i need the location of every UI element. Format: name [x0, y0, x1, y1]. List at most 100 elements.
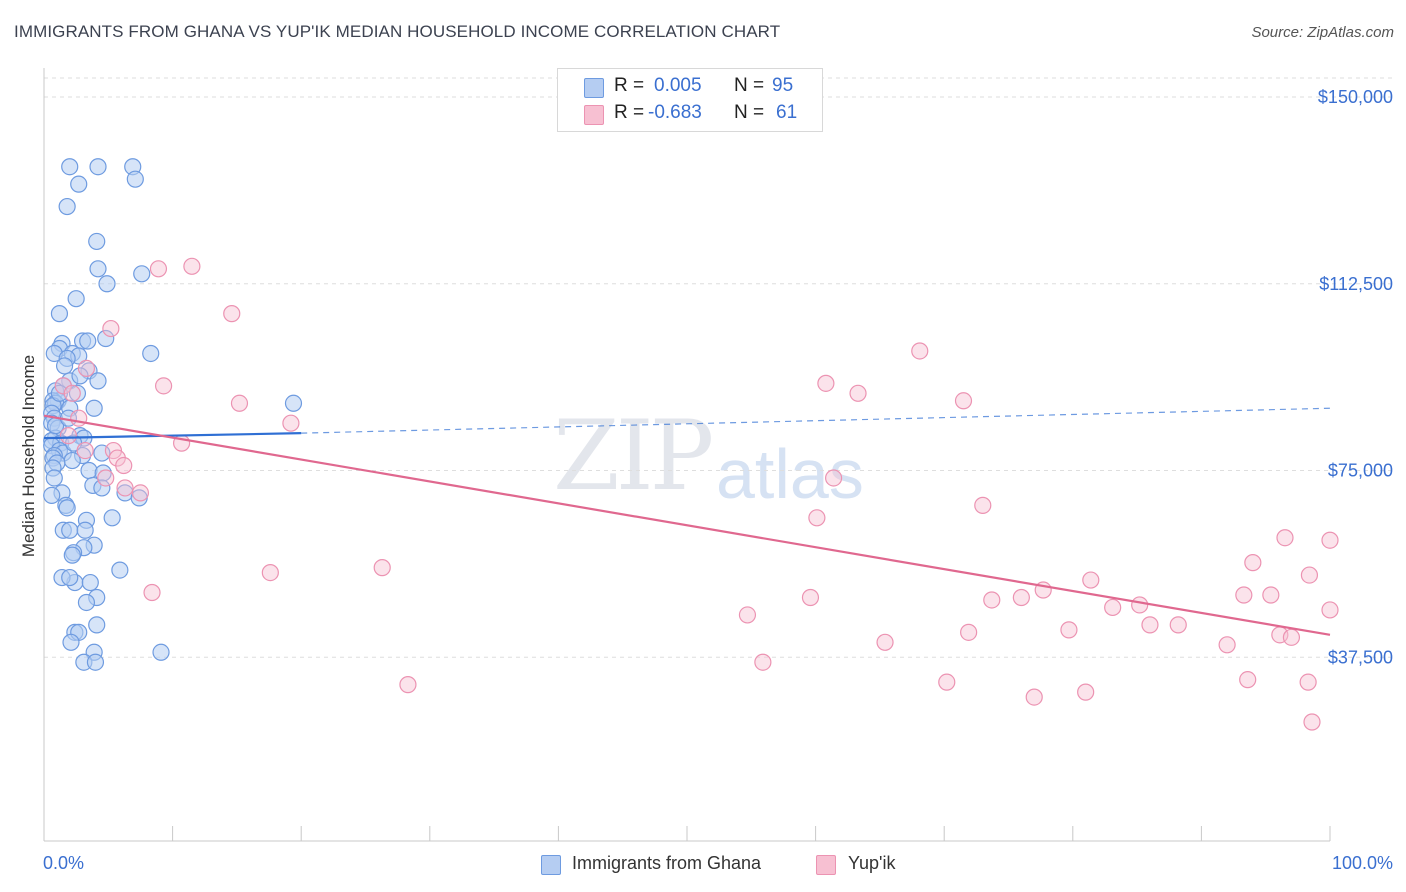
ghana-point — [68, 384, 87, 402]
yupik-point — [1282, 628, 1301, 646]
legend-yupik-swatch — [816, 855, 836, 875]
yupik-r-value: -0.683 — [648, 102, 702, 123]
ghana-point — [76, 521, 94, 539]
y-tick-label: $37,500 — [1328, 647, 1393, 667]
y-axis-title: Median Household Income — [19, 355, 38, 557]
yupik-point — [143, 583, 161, 602]
yupik-point — [230, 394, 249, 412]
yupik-point — [1235, 586, 1253, 604]
ghana-r-label: R = — [614, 75, 645, 96]
yupik-point — [1276, 529, 1294, 547]
ghana-point — [79, 332, 97, 350]
yupik-swatch — [584, 105, 604, 125]
ghana-point — [50, 305, 69, 323]
yupik-point — [399, 676, 417, 694]
ghana-point — [85, 399, 103, 417]
ghana-point — [62, 633, 80, 651]
yupik-point — [825, 469, 843, 487]
yupik-point — [261, 563, 279, 582]
yupik-point — [1104, 598, 1122, 617]
yupik-point — [282, 414, 300, 432]
ghana-point — [55, 357, 74, 375]
ghana-point — [152, 643, 170, 661]
ghana-point — [86, 653, 105, 671]
ghana-point — [89, 260, 107, 278]
series-ghana-points — [43, 158, 303, 671]
ghana-trend-solid — [43, 432, 302, 440]
ghana-point — [284, 394, 303, 412]
ghana-point — [81, 573, 99, 592]
y-tick-label: $112,500 — [1319, 274, 1393, 294]
ghana-point — [77, 593, 96, 612]
yupik-point — [1025, 688, 1043, 706]
yupik-point — [223, 305, 241, 323]
watermark-zip: ZIP — [553, 400, 714, 512]
legend-ghana-swatch — [541, 855, 561, 875]
ghana-point — [103, 509, 121, 527]
legend: Immigrants from Ghana Yup'ik — [0, 851, 1406, 877]
yupik-point — [1262, 586, 1280, 604]
yupik-point — [149, 260, 168, 278]
ghana-point — [133, 265, 151, 283]
yupik-point — [1300, 566, 1319, 584]
series-yupik-points — [54, 257, 1339, 731]
ghana-point — [63, 546, 81, 564]
ghana-swatch — [584, 78, 604, 98]
yupik-point — [76, 441, 94, 460]
yupik-point — [63, 384, 81, 402]
yupik-point — [938, 673, 956, 691]
ghana-trend-dashed — [301, 407, 1331, 434]
yupik-point — [102, 319, 120, 338]
yupik-point — [1239, 671, 1257, 689]
yupik-point — [911, 342, 929, 360]
yupik-point — [131, 484, 150, 502]
ghana-point — [58, 197, 76, 216]
yupik-point — [983, 591, 1001, 609]
ghana-point — [43, 486, 61, 504]
yupik-point — [849, 384, 867, 402]
ghana-point — [88, 232, 106, 251]
legend-ghana-label: Immigrants from Ghana — [572, 853, 762, 873]
y-tick-label: $75,000 — [1328, 461, 1393, 481]
x-tick-label-end: 100.0% — [1332, 853, 1393, 873]
yupik-point — [1321, 601, 1339, 619]
yupik-point — [1141, 616, 1159, 634]
yupik-point — [738, 606, 757, 624]
ghana-point — [89, 372, 107, 390]
stats-row-ghana: R = 0.005 N = 95 — [558, 73, 822, 101]
axes — [43, 68, 1331, 842]
x-tick-label-start: 0.0% — [43, 853, 84, 873]
yupik-point — [97, 469, 115, 487]
yupik-point — [115, 456, 133, 475]
yupik-r-label: R = — [614, 102, 645, 123]
yupik-point — [1299, 673, 1317, 691]
ghana-point — [61, 521, 79, 539]
ghana-point — [126, 170, 144, 188]
ghana-point — [61, 158, 79, 176]
yupik-point — [876, 633, 894, 651]
ghana-point — [89, 158, 107, 176]
source-label: Source: ZipAtlas.com — [1251, 24, 1394, 41]
yupik-point — [1303, 713, 1321, 731]
ghana-point — [67, 290, 85, 308]
yupik-point — [59, 427, 78, 445]
yupik-n-label: N = — [734, 102, 765, 123]
yupik-point — [974, 496, 992, 514]
yupik-point — [801, 588, 820, 607]
yupik-point — [1131, 596, 1149, 614]
yupik-point — [1077, 683, 1095, 701]
ghana-point — [45, 469, 63, 487]
ghana-point — [142, 344, 160, 363]
yupik-point — [154, 377, 173, 395]
yupik-point — [1244, 554, 1262, 572]
ghana-point — [70, 175, 88, 193]
yupik-point — [116, 479, 134, 497]
yupik-point — [183, 257, 201, 275]
chart-title: IMMIGRANTS FROM GHANA VS YUP'IK MEDIAN H… — [14, 22, 781, 41]
yupik-point — [1321, 531, 1339, 549]
legend-yupik-label: Yup'ik — [848, 853, 896, 873]
yupik-point — [960, 623, 978, 641]
yupik-point — [1060, 621, 1078, 639]
yupik-point — [808, 509, 826, 527]
